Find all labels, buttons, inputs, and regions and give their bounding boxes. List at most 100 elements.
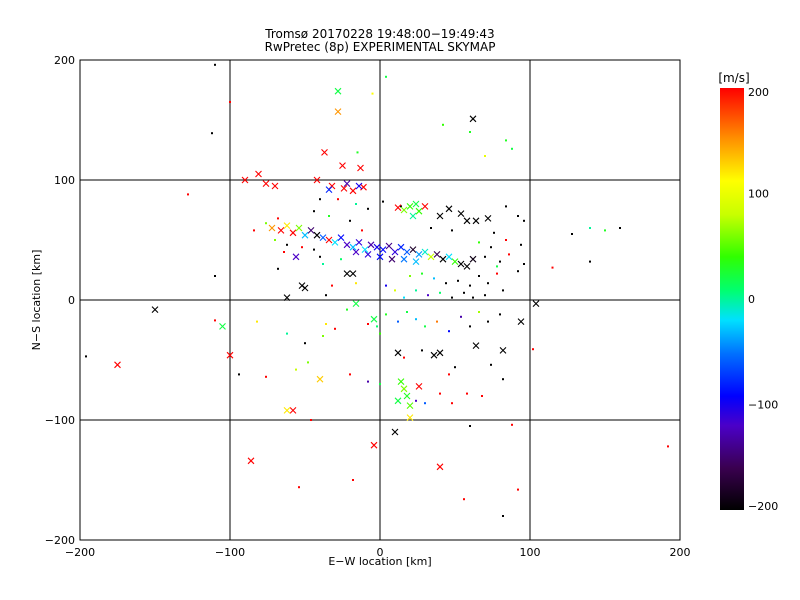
- echo-x-marker: [415, 207, 423, 215]
- echo-dot-marker: [589, 227, 591, 229]
- echo-dot-marker: [376, 325, 378, 328]
- echo-x-marker: [406, 414, 414, 421]
- echo-x-marker: [457, 260, 465, 268]
- echo-x-marker: [400, 255, 408, 263]
- echo-x-marker: [340, 185, 348, 192]
- echo-dot-marker: [604, 229, 606, 232]
- echo-x-marker: [400, 385, 408, 393]
- echo-dot-marker: [454, 366, 456, 369]
- echo-x-marker: [436, 463, 444, 471]
- echo-dot-marker: [286, 332, 288, 335]
- echo-dot-marker: [319, 198, 321, 201]
- echo-dot-marker: [277, 217, 279, 220]
- echo-x-marker: [400, 206, 408, 214]
- echo-dot-marker: [442, 123, 444, 126]
- echo-x-marker: [373, 243, 381, 251]
- echo-x-marker: [484, 215, 492, 222]
- echo-dot-marker: [490, 363, 492, 366]
- echo-dot-marker: [238, 373, 240, 376]
- echo-x-marker: [436, 349, 444, 357]
- echo-x-marker: [364, 251, 372, 258]
- echo-x-marker: [114, 361, 121, 369]
- echo-dot-marker: [187, 193, 189, 196]
- echo-dot-marker: [85, 355, 87, 358]
- echo-dot-marker: [589, 260, 591, 263]
- echo-x-marker: [472, 342, 480, 349]
- echo-dot-marker: [472, 296, 474, 299]
- x-axis-label: E−W location [km]: [328, 555, 431, 568]
- echo-dot-marker: [448, 330, 450, 333]
- echo-x-marker: [391, 428, 399, 436]
- echo-x-marker: [325, 236, 333, 244]
- echo-x-marker: [433, 251, 441, 258]
- echo-dot-marker: [400, 205, 402, 208]
- colorbar-tick-label: −200: [748, 500, 778, 513]
- echo-dot-marker: [211, 132, 213, 135]
- echo-dot-marker: [445, 282, 447, 285]
- echo-x-marker: [307, 227, 315, 234]
- echo-dot-marker: [286, 243, 288, 246]
- echo-x-marker: [316, 375, 324, 383]
- colorbar: [720, 88, 744, 510]
- echo-x-marker: [321, 149, 328, 156]
- echo-x-marker: [360, 183, 367, 191]
- echo-dot-marker: [313, 210, 315, 213]
- echo-dot-marker: [478, 241, 480, 244]
- echo-dot-marker: [415, 289, 417, 292]
- echo-dot-marker: [382, 200, 384, 203]
- echo-dot-marker: [667, 445, 669, 448]
- echo-dot-marker: [256, 320, 258, 323]
- echo-dot-marker: [214, 319, 216, 322]
- echo-dot-marker: [361, 229, 363, 232]
- y-tick-label: 100: [54, 174, 75, 187]
- x-tick-label: 200: [670, 546, 691, 559]
- echo-x-marker: [271, 182, 279, 190]
- echo-dot-marker: [469, 131, 471, 133]
- echo-dot-marker: [466, 392, 468, 395]
- chart-subtitle: RwPretec (8p) EXPERIMENTAL SKYMAP: [265, 40, 496, 54]
- echo-dot-marker: [304, 342, 306, 345]
- echo-dot-marker: [523, 263, 525, 265]
- echo-dot-marker: [424, 325, 426, 328]
- echo-x-marker: [349, 243, 357, 251]
- echo-dot-marker: [469, 425, 471, 427]
- echo-x-marker: [457, 210, 465, 217]
- echo-x-marker: [415, 251, 423, 258]
- echo-dot-marker: [460, 315, 462, 318]
- echo-dot-marker: [367, 207, 369, 210]
- echo-x-marker: [412, 200, 420, 208]
- echo-dot-marker: [349, 219, 351, 222]
- echo-x-marker: [412, 258, 420, 265]
- echo-x-marker: [361, 246, 369, 253]
- echo-dot-marker: [523, 219, 525, 222]
- echo-x-marker: [445, 205, 453, 213]
- echo-dot-marker: [487, 320, 489, 323]
- echo-dot-marker: [532, 348, 534, 351]
- colorbar-unit-label: [m/s]: [718, 71, 749, 85]
- echo-dot-marker: [517, 270, 519, 273]
- echo-dot-marker: [397, 320, 399, 323]
- echo-dot-marker: [496, 272, 498, 275]
- echo-dot-marker: [451, 229, 453, 232]
- echo-dot-marker: [310, 419, 312, 421]
- echo-x-marker: [388, 255, 396, 263]
- echo-x-marker: [355, 182, 363, 190]
- echo-dot-marker: [214, 275, 216, 277]
- echo-x-marker: [262, 180, 270, 187]
- echo-x-marker: [313, 231, 321, 239]
- echo-x-marker: [241, 176, 249, 184]
- echo-dot-marker: [265, 375, 267, 378]
- echo-x-marker: [436, 212, 444, 220]
- x-tick-label: −200: [65, 546, 95, 559]
- echo-x-marker: [421, 203, 429, 210]
- echo-x-marker: [301, 231, 309, 239]
- echo-x-marker: [439, 255, 447, 263]
- echo-dot-marker: [356, 151, 359, 154]
- echo-x-marker: [334, 87, 342, 95]
- echo-x-marker: [226, 351, 234, 359]
- echo-x-marker: [343, 270, 351, 277]
- echo-dot-marker: [424, 402, 426, 405]
- echo-dot-marker: [490, 246, 492, 249]
- echo-x-marker: [532, 300, 540, 307]
